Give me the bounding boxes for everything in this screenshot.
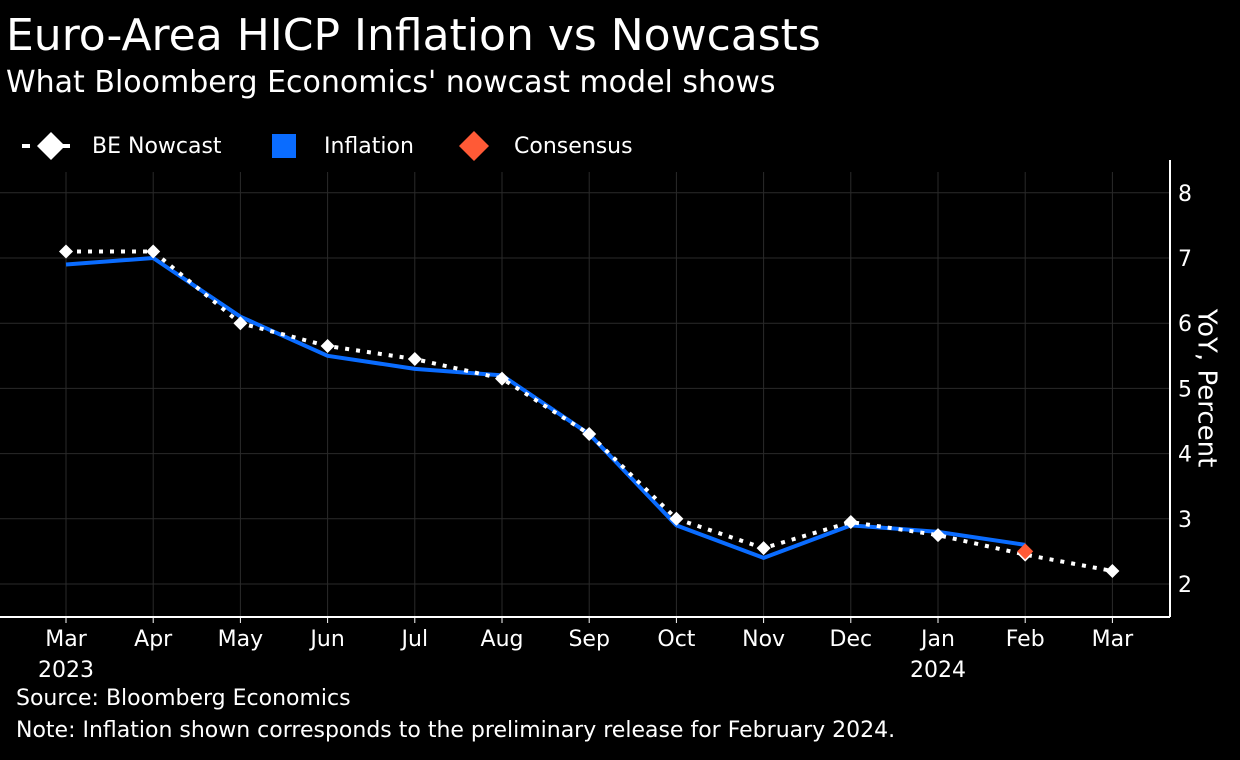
y-axis-label: YoY, Percent <box>1192 308 1222 468</box>
x-tick-label: Aug <box>481 627 524 652</box>
x-tick-label: Jun <box>308 627 344 652</box>
x-tick-label: Oct <box>657 627 695 652</box>
legend-item-inflation: Inflation <box>272 126 414 166</box>
nowcast-point <box>59 244 73 259</box>
x-year-label: 2023 <box>38 658 94 683</box>
chart-title: Euro-Area HICP Inflation vs Nowcasts <box>6 10 821 61</box>
y-tick-label: 7 <box>1178 247 1192 272</box>
nowcast-point <box>320 339 335 354</box>
source-note: Source: Bloomberg Economics <box>16 686 351 711</box>
nowcast-legend-icon <box>22 132 76 160</box>
nowcast-point <box>843 515 858 530</box>
legend-label-inflation: Inflation <box>324 133 414 159</box>
footnote: Note: Inflation shown corresponds to the… <box>16 718 896 743</box>
y-tick-label: 3 <box>1178 508 1192 533</box>
inflation-legend-icon <box>272 134 296 158</box>
x-tick-label: Sep <box>568 627 609 652</box>
x-tick-label: Dec <box>830 627 873 652</box>
y-tick-label: 2 <box>1178 573 1192 598</box>
consensus-legend-icon <box>459 131 489 161</box>
x-tick-label: May <box>218 627 263 652</box>
legend: BE Nowcast Inflation Consensus <box>0 126 800 166</box>
nowcast-point <box>1105 563 1120 578</box>
chart-subtitle: What Bloomberg Economics' nowcast model … <box>6 65 776 100</box>
x-tick-label: Mar <box>1092 627 1134 652</box>
x-tick-label: Feb <box>1006 627 1045 652</box>
legend-item-consensus: Consensus <box>458 126 633 166</box>
x-tick-label: Nov <box>742 627 785 652</box>
nowcast-point <box>495 371 509 386</box>
x-tick-label: Mar <box>45 627 87 652</box>
y-tick-label: 4 <box>1178 443 1192 468</box>
consensus-point <box>1017 543 1034 560</box>
nowcast-point <box>931 528 945 543</box>
nowcast-point <box>669 511 684 526</box>
x-tick-label: Apr <box>134 627 173 652</box>
x-year-label: 2024 <box>910 658 966 683</box>
y-tick-label: 8 <box>1178 182 1192 207</box>
legend-label-nowcast: BE Nowcast <box>92 133 222 159</box>
nowcast-point <box>756 541 771 556</box>
x-tick-label: Jul <box>400 627 429 652</box>
nowcast-point <box>582 427 597 442</box>
nowcast-point <box>146 244 161 259</box>
y-tick-label: 6 <box>1178 312 1192 337</box>
nowcast-point <box>233 316 248 331</box>
x-tick-label: Jan <box>919 627 955 652</box>
y-tick-label: 5 <box>1178 377 1192 402</box>
nowcast-point <box>407 352 422 367</box>
legend-label-consensus: Consensus <box>514 133 633 159</box>
legend-item-nowcast: BE Nowcast <box>20 126 222 166</box>
